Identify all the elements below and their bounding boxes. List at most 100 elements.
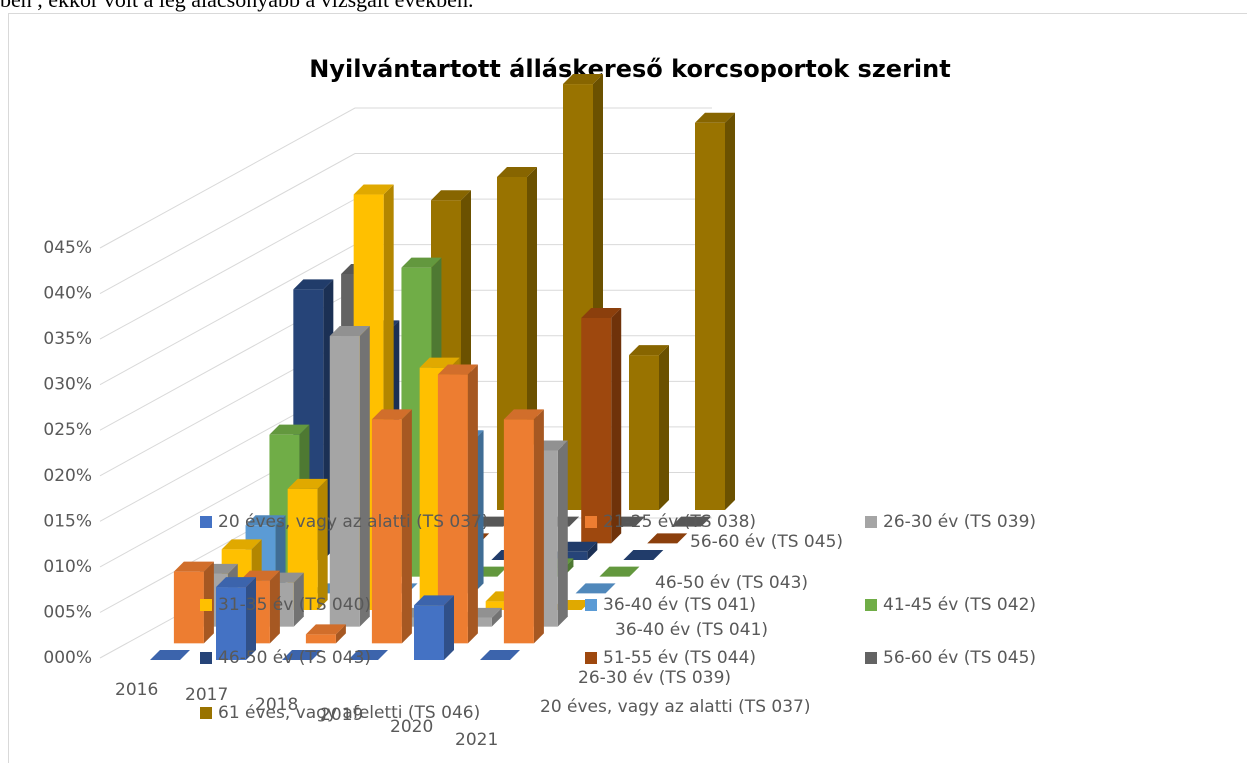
legend-label: 56-60 év (TS 045) <box>883 648 1036 668</box>
bar-side <box>533 409 544 644</box>
legend-swatch <box>865 599 877 611</box>
bar <box>329 326 370 627</box>
y-tick-label: 035% <box>43 329 92 349</box>
bar-front <box>414 605 444 660</box>
legend-swatch <box>585 652 597 664</box>
bar-side <box>246 577 256 660</box>
bar-top <box>563 74 603 85</box>
legend-swatch <box>200 707 212 719</box>
bar-top <box>414 595 454 606</box>
bar-front <box>485 601 516 610</box>
bar-top <box>305 624 346 635</box>
bar-top <box>245 515 286 526</box>
legend-swatch <box>865 516 877 528</box>
bar <box>599 566 640 577</box>
chart-frame <box>8 13 1247 763</box>
bar-side <box>659 345 669 510</box>
bar-top <box>581 307 622 318</box>
bar <box>629 345 669 510</box>
bar-side <box>335 624 346 644</box>
bar-front <box>503 419 534 644</box>
bar-side <box>444 595 454 660</box>
bar-front <box>305 634 336 644</box>
depth-label: 26-30 év (TS 039) <box>578 668 731 688</box>
bar-top <box>371 409 412 420</box>
bar <box>348 650 388 660</box>
legend-label: 41-45 év (TS 042) <box>883 595 1036 615</box>
bar <box>480 650 520 660</box>
bar-top <box>348 650 388 660</box>
y-tick-label: 040% <box>43 284 92 304</box>
bar <box>150 650 190 660</box>
bar-top <box>269 424 310 435</box>
bar-side <box>293 572 304 627</box>
legend-label: 20 éves, vagy az alatti (TS 037) <box>218 512 488 532</box>
bar-top <box>293 279 334 290</box>
bar <box>575 583 616 594</box>
bar-side <box>725 112 735 511</box>
bar-side <box>611 307 622 544</box>
x-tick-label: 2017 <box>185 685 228 705</box>
x-tick-label: 2020 <box>390 717 433 737</box>
bar-top <box>695 112 735 123</box>
legend-swatch <box>865 652 877 664</box>
depth-label: 56-60 év (TS 045) <box>690 532 843 552</box>
bar <box>581 307 622 544</box>
bar <box>503 409 544 644</box>
bar-top <box>623 550 664 560</box>
bar <box>623 550 664 560</box>
bar-top <box>329 326 370 337</box>
bar <box>671 516 712 527</box>
y-tick-label: 030% <box>43 375 92 395</box>
depth-label: 46-50 év (TS 043) <box>655 573 808 593</box>
legend-label: 51-55 év (TS 044) <box>603 648 756 668</box>
legend-swatch <box>200 599 212 611</box>
bar <box>371 409 412 644</box>
bar-top <box>401 257 442 268</box>
bar <box>305 624 346 644</box>
bar-side <box>359 326 370 627</box>
y-tick-label: 000% <box>43 648 92 668</box>
bar-top <box>647 533 688 544</box>
y-tick-label: 010% <box>43 557 92 577</box>
legend-label: 36-40 év (TS 041) <box>603 595 756 615</box>
legend-label: 61 éves, vagy afeletti (TS 046) <box>218 703 480 723</box>
bar-top <box>480 650 520 660</box>
bar-front <box>581 317 612 544</box>
x-tick-label: 2019 <box>320 705 363 725</box>
bar-top <box>437 364 478 375</box>
bar-front <box>329 336 360 627</box>
legend-swatch <box>200 652 212 664</box>
y-tick-label: 025% <box>43 420 92 440</box>
bar-front <box>629 355 659 510</box>
depth-label: 36-40 év (TS 041) <box>615 620 768 640</box>
bar-top <box>671 516 712 527</box>
bar-front <box>695 122 725 511</box>
bar <box>695 112 735 511</box>
x-tick-label: 2016 <box>115 680 158 700</box>
bar-side <box>467 364 478 644</box>
legend-label: 26-30 év (TS 039) <box>883 512 1036 532</box>
x-tick-label: 2021 <box>455 730 498 750</box>
bar-side <box>587 541 598 560</box>
bar-front <box>557 551 588 560</box>
bar-top <box>503 409 544 420</box>
bar-side <box>317 478 328 610</box>
y-tick-label: 020% <box>43 466 92 486</box>
bar-top <box>173 561 214 572</box>
bar-top <box>599 566 640 577</box>
bar-front <box>216 587 246 660</box>
bar <box>414 595 454 660</box>
x-tick-label: 2018 <box>255 695 298 715</box>
y-tick-label: 005% <box>43 602 92 622</box>
bar-front <box>371 419 402 644</box>
bar-front <box>173 571 204 644</box>
bar-top <box>216 577 256 588</box>
chart-title: Nyilvántartott álláskereső korcsoportok … <box>309 55 950 83</box>
bar-side <box>491 607 502 627</box>
header-text: ben , ekkor volt a leg alacsonyabb a viz… <box>0 0 473 12</box>
bar-top <box>431 190 471 201</box>
bar <box>282 650 322 660</box>
bar-top <box>629 345 669 356</box>
